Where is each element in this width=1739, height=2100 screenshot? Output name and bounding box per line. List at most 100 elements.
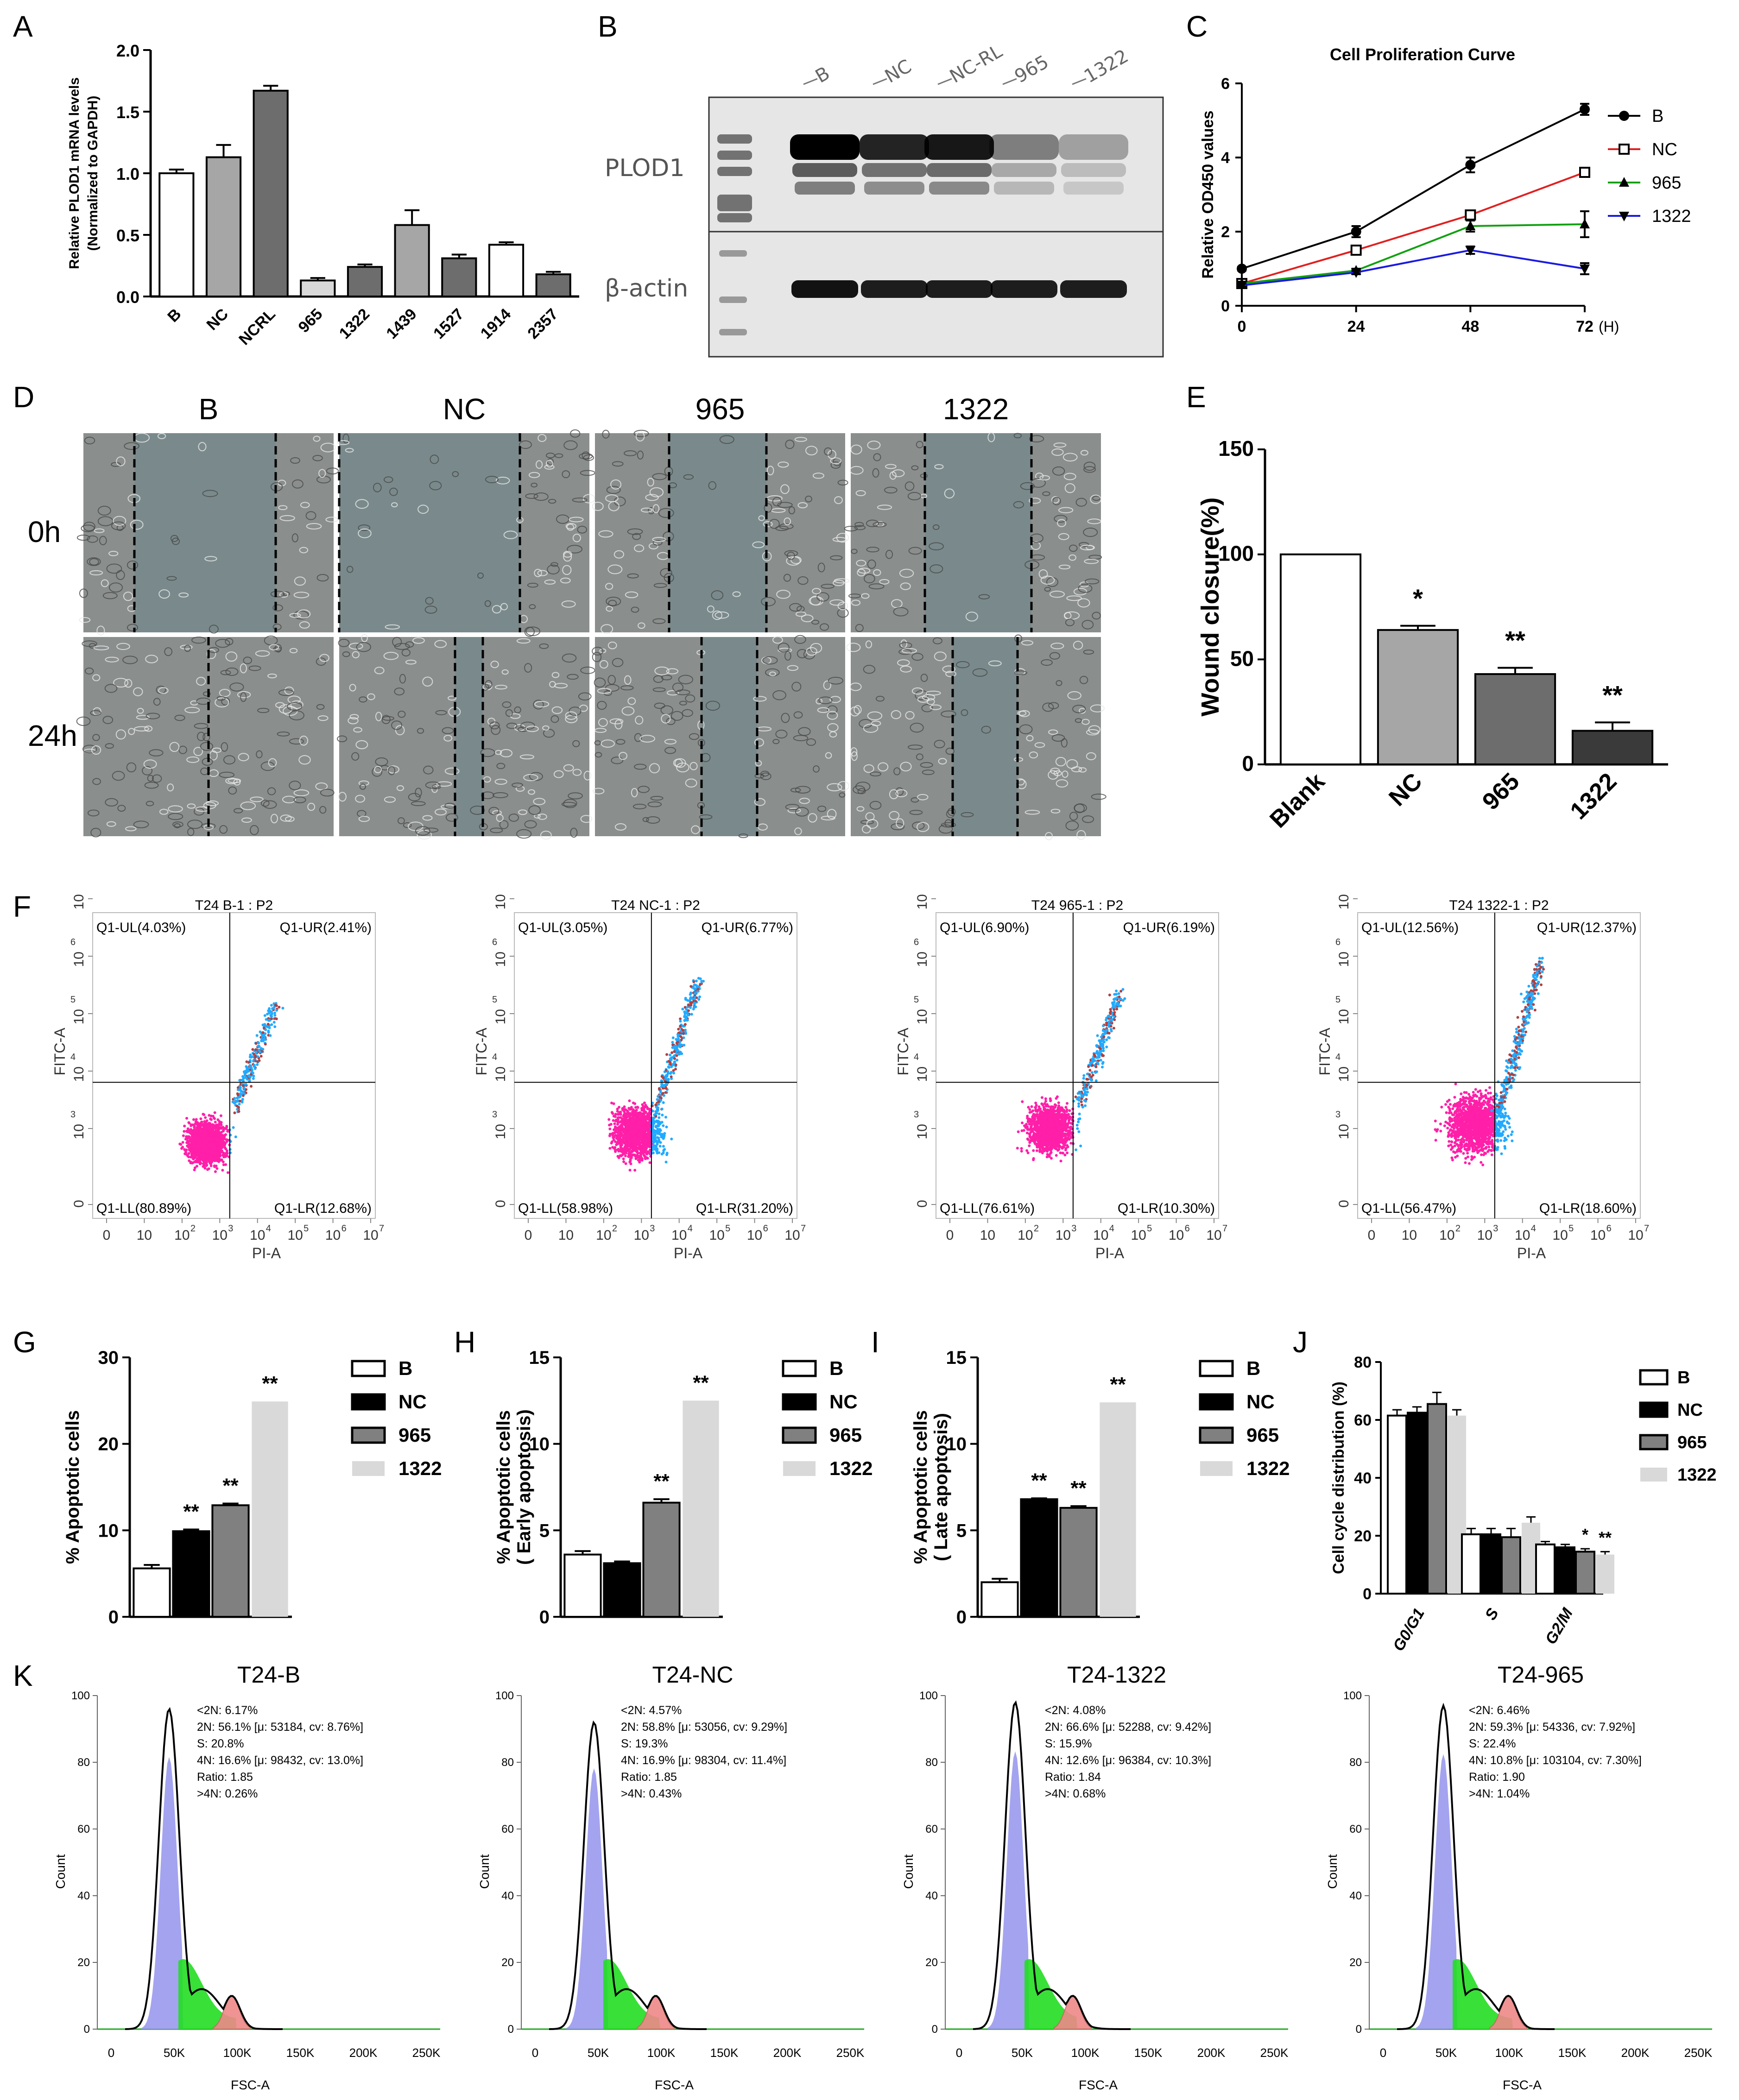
cell — [827, 783, 842, 792]
cell — [601, 739, 615, 748]
cell — [387, 765, 399, 774]
event-dot — [226, 1152, 229, 1155]
cell — [525, 725, 539, 732]
cell — [531, 482, 538, 488]
micrograph — [592, 635, 849, 839]
cell — [92, 734, 100, 741]
y-tick-label: 100 — [1218, 542, 1254, 566]
event-dot — [196, 1125, 200, 1128]
event-dot — [266, 1022, 270, 1026]
cell — [851, 751, 858, 761]
cell — [711, 590, 724, 600]
cell — [594, 728, 607, 733]
event-dot — [222, 1137, 225, 1141]
cell — [282, 795, 296, 803]
cell — [594, 740, 601, 746]
lane-label: 965 — [1011, 51, 1052, 88]
event-dot — [626, 1126, 629, 1129]
event-dot — [678, 1042, 681, 1046]
event-dot — [626, 1110, 629, 1113]
cell — [125, 826, 137, 832]
y-tick-label: 10 — [71, 894, 87, 909]
micrograph — [592, 429, 850, 634]
cell — [315, 782, 328, 790]
event-dot — [616, 1137, 620, 1141]
event-dot — [634, 1149, 638, 1153]
y-axis-label: (Normalized to GAPDH) — [85, 95, 101, 251]
event-dot — [237, 1110, 240, 1113]
cell — [830, 457, 842, 464]
cell — [136, 715, 150, 720]
event-dot — [251, 1055, 254, 1058]
cell — [597, 688, 612, 694]
cell — [297, 609, 311, 619]
ladder-band — [717, 167, 752, 176]
cell — [1029, 751, 1038, 759]
event-dot — [216, 1137, 219, 1140]
cell — [133, 820, 149, 828]
cell — [834, 496, 843, 505]
plod1-band — [790, 134, 860, 160]
cell — [738, 833, 748, 839]
panel-label-e: E — [1186, 380, 1206, 414]
cell — [492, 605, 502, 614]
event-dot — [212, 1130, 215, 1134]
cell — [899, 642, 912, 649]
cell — [291, 479, 304, 489]
significance-mark: ** — [1505, 625, 1525, 655]
event-dot — [611, 1132, 614, 1135]
cell — [294, 576, 306, 586]
cell — [561, 600, 576, 608]
event-dot — [663, 1132, 666, 1135]
event-dot — [645, 1152, 648, 1155]
bar — [1279, 553, 1362, 765]
event-dot — [655, 1111, 658, 1115]
cell — [1062, 453, 1078, 462]
event-dot — [692, 980, 696, 984]
event-dot — [239, 1086, 242, 1089]
cell — [608, 599, 617, 607]
event-dot — [617, 1149, 620, 1153]
bar — [1377, 629, 1459, 765]
cell — [83, 522, 95, 531]
event-dot — [199, 1117, 202, 1120]
plod1-band-lower — [795, 182, 855, 195]
event-dot — [611, 1146, 614, 1149]
event-dot — [639, 1151, 642, 1154]
event-dot — [656, 1124, 659, 1128]
panel-label-j: J — [1293, 1325, 1308, 1359]
event-dot — [203, 1120, 206, 1123]
cell — [685, 778, 697, 788]
cell — [108, 582, 123, 593]
cell — [672, 682, 684, 692]
bar — [205, 156, 242, 297]
cell — [938, 824, 953, 834]
cell — [240, 692, 247, 702]
y-axis-label: Relative PLOD1 mRNA levels — [67, 77, 82, 269]
event-dot — [672, 1069, 675, 1072]
event-dot — [181, 1141, 184, 1144]
significance-mark: ** — [1602, 680, 1623, 709]
cell — [863, 764, 874, 773]
cell — [1076, 830, 1086, 840]
event-dot — [613, 1140, 617, 1143]
event-dot — [192, 1154, 195, 1157]
event-dot — [613, 1135, 616, 1138]
actin-band — [1060, 280, 1127, 298]
event-dot — [257, 1041, 260, 1045]
flow-title: T24 NC-1 : P2 — [611, 898, 700, 913]
cell — [632, 533, 641, 540]
event-dot — [666, 1070, 670, 1073]
event-dot — [624, 1162, 627, 1165]
x-tick-exponent: 5 — [725, 1223, 730, 1234]
cell — [932, 524, 940, 530]
cell — [862, 825, 871, 833]
cell — [307, 802, 316, 811]
cell — [941, 710, 956, 718]
cell — [769, 518, 780, 529]
cell — [866, 519, 879, 527]
event-dot — [196, 1129, 199, 1132]
cell — [1083, 527, 1098, 537]
event-dot — [643, 1112, 646, 1115]
event-dot — [256, 1060, 259, 1063]
